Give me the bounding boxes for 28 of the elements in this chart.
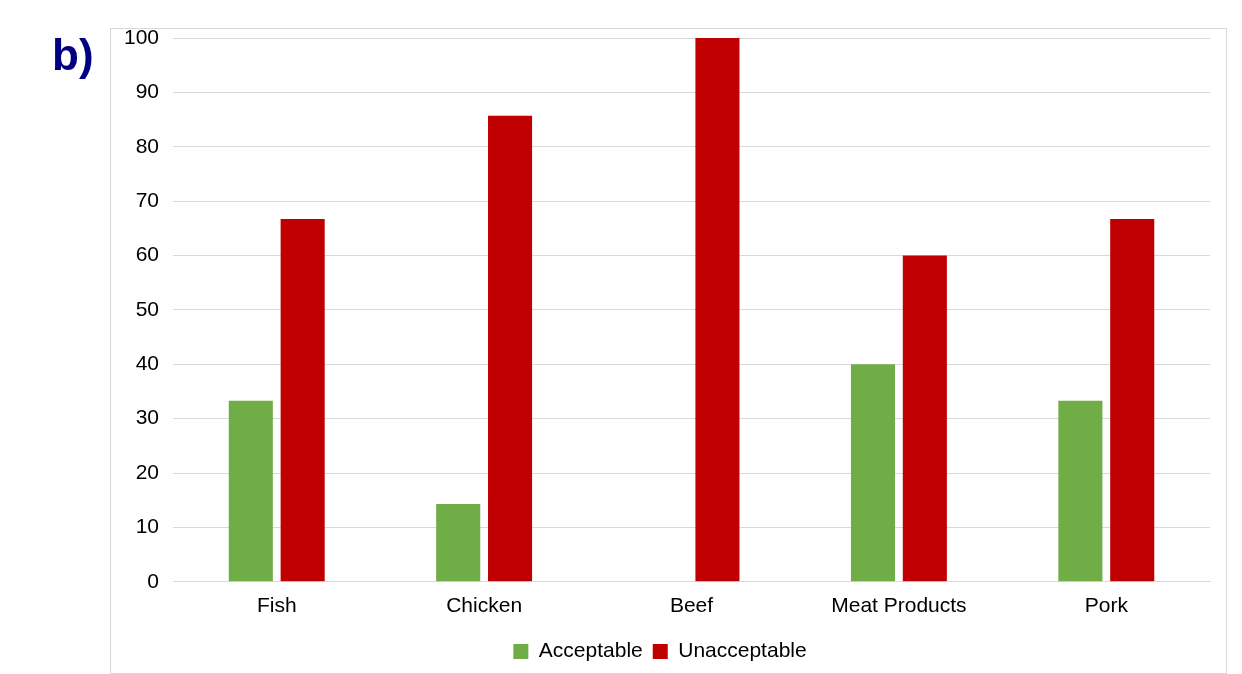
x-tick-label: Pork — [1084, 593, 1129, 617]
bar — [902, 255, 947, 582]
bar — [850, 364, 896, 582]
y-tick-label: 70 — [135, 187, 160, 211]
y-tick-label: 100 — [123, 24, 160, 48]
bar — [1110, 219, 1155, 582]
bar — [695, 38, 740, 582]
x-tick-label: Fish — [256, 593, 297, 617]
y-tick-label: 60 — [135, 242, 160, 266]
x-tick-label: Meat Products — [831, 593, 967, 617]
y-tick-label: 80 — [135, 133, 160, 157]
bar — [1058, 400, 1103, 582]
y-tick-label: 0 — [147, 568, 160, 592]
legend-label: Acceptable — [538, 638, 643, 662]
y-tick-label: 20 — [135, 459, 160, 483]
y-tick-label: 10 — [135, 514, 160, 538]
legend-label: Unacceptable — [678, 638, 807, 662]
bar — [436, 504, 481, 582]
bar — [228, 400, 273, 582]
y-tick-label: 90 — [135, 79, 160, 103]
x-tick-label: Beef — [669, 593, 714, 617]
bar — [488, 115, 533, 582]
text: b) — [52, 30, 94, 80]
y-tick-label: 50 — [135, 296, 160, 320]
y-tick-label: 30 — [135, 405, 160, 429]
x-tick-label: Chicken — [446, 593, 523, 617]
y-tick-label: 40 — [135, 351, 160, 375]
bar — [280, 219, 325, 582]
